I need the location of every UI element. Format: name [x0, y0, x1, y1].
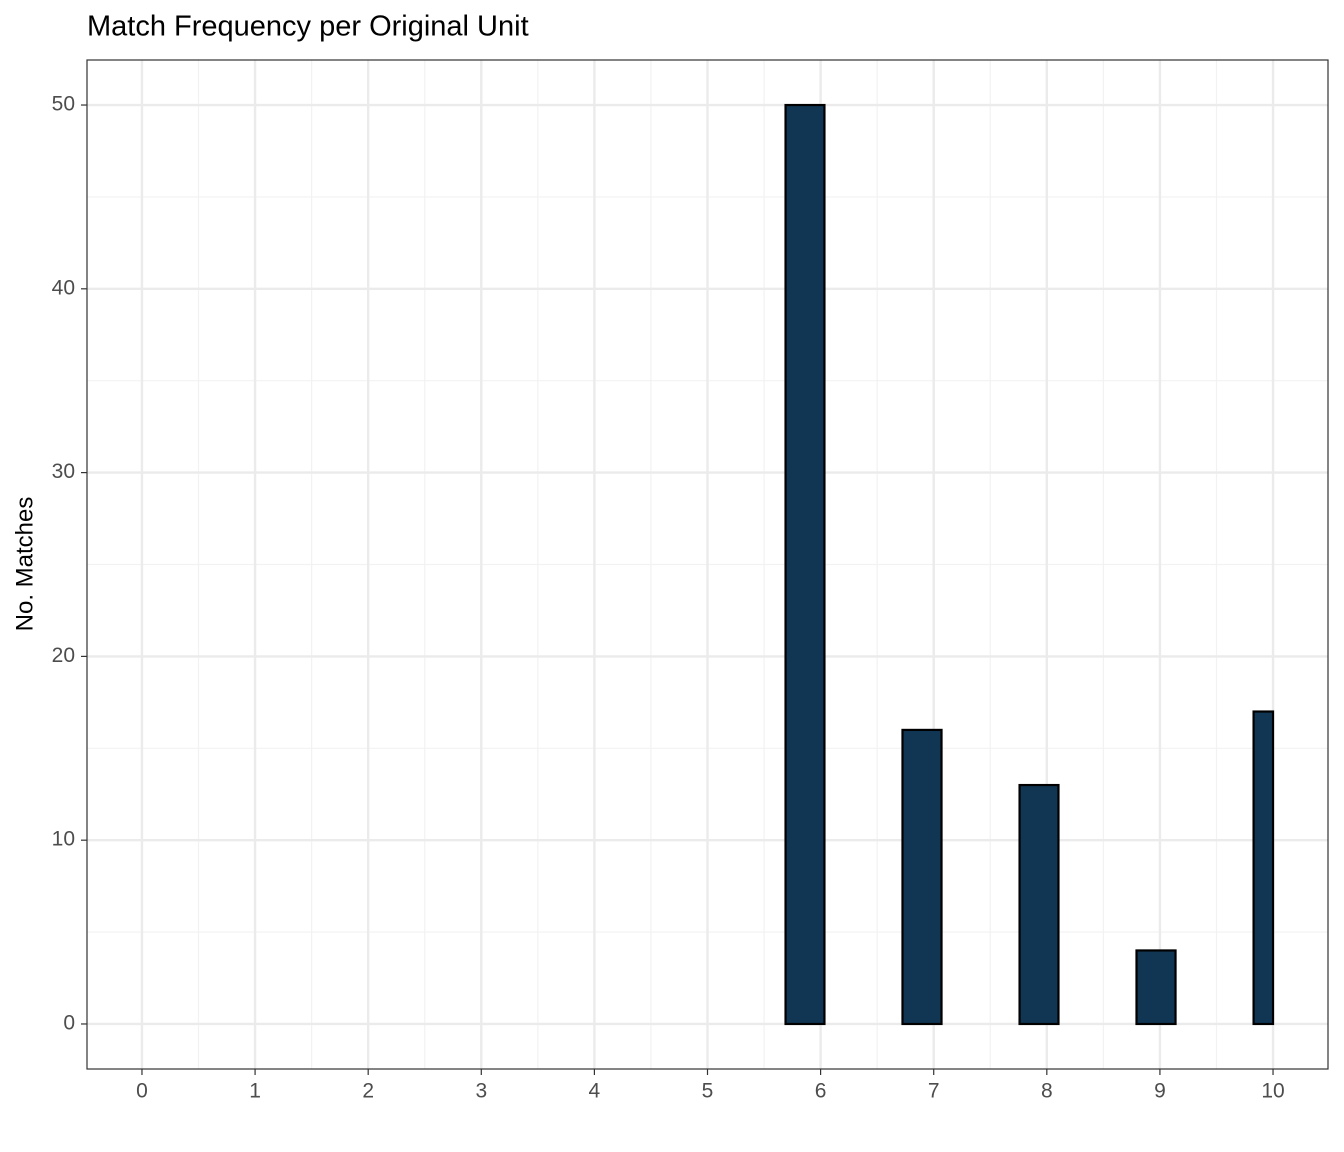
x-tick-label: 4	[589, 1080, 601, 1103]
x-tick-label: 5	[702, 1080, 714, 1103]
y-tick-label: 20	[52, 644, 75, 667]
y-tick-label: 40	[52, 276, 75, 299]
y-tick-label: 50	[52, 93, 75, 116]
panel-border	[86, 59, 1329, 1070]
y-tick-label: 10	[52, 828, 75, 851]
chart-title: Match Frequency per Original Unit	[87, 11, 529, 43]
bar	[784, 103, 826, 1026]
y-tick-label: 0	[63, 1012, 75, 1035]
x-tick-label: 8	[1041, 1080, 1053, 1103]
bar	[901, 728, 943, 1026]
x-tick-label: 2	[362, 1080, 374, 1103]
bar	[1018, 783, 1060, 1026]
x-tick-label: 7	[928, 1080, 940, 1103]
y-axis-label: No. Matches	[11, 497, 38, 632]
bar	[1135, 949, 1177, 1026]
x-tick-label: 10	[1261, 1080, 1284, 1103]
x-tick-label: 1	[249, 1080, 261, 1103]
x-tick-label: 6	[815, 1080, 827, 1103]
x-tick-label: 9	[1154, 1080, 1166, 1103]
y-tick-label: 30	[52, 460, 75, 483]
x-tick-label: 3	[475, 1080, 487, 1103]
bar	[1252, 710, 1275, 1026]
x-tick-label: 0	[136, 1080, 148, 1103]
